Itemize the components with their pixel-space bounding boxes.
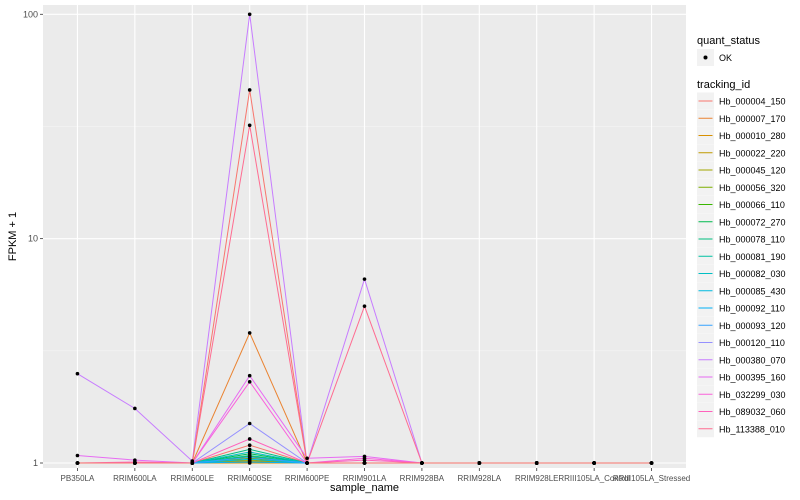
x-tick-label: RRIM600LE (170, 474, 214, 483)
x-tick-label: RRIM928LA (458, 474, 502, 483)
x-axis-label: sample_name (330, 482, 399, 494)
y-tick-label: 1 (33, 458, 38, 468)
x-tick-label: RRIM928BA (400, 474, 445, 483)
data-point (247, 421, 252, 426)
x-tick-label: PB350LA (61, 474, 95, 483)
legend-label: Hb_000380_070 (719, 355, 786, 365)
legend-label: Hb_000007_170 (719, 114, 786, 124)
legend-label: Hb_113388_010 (719, 424, 785, 434)
data-point (649, 461, 654, 465)
legend-label: Hb_000092_110 (719, 304, 785, 314)
legend-label: Hb_000395_160 (719, 373, 786, 383)
data-point (477, 461, 482, 465)
legend-label: Hb_000066_110 (719, 200, 785, 210)
data-point (247, 380, 252, 384)
legend-label: Hb_000085_430 (719, 286, 786, 296)
data-point (305, 461, 309, 465)
data-point (75, 453, 80, 458)
data-point (75, 371, 80, 376)
legend-label: Hb_000045_120 (719, 166, 786, 176)
y-axis-label: FPKM + 1 (7, 212, 19, 261)
legend-label: Hb_000078_110 (719, 235, 785, 245)
data-point (247, 373, 252, 378)
x-axis: PB350LA RRIM600LA RRIM600LE RRIM600SE RRIM60… (61, 468, 690, 483)
data-point (247, 88, 252, 92)
legend-label: Hb_089032_060 (719, 407, 786, 417)
legend-label: Hb_032299_030 (719, 390, 786, 400)
legend-label: OK (719, 53, 732, 63)
data-point (420, 461, 424, 465)
grid-lines (43, 5, 686, 468)
data-point (534, 461, 539, 465)
data-point (247, 443, 252, 448)
legend-quant-status-title: quant_status (697, 35, 760, 47)
data-point (247, 460, 252, 464)
legend-label: Hb_000004_150 (719, 97, 786, 107)
data-point (247, 123, 252, 128)
data-points (75, 12, 654, 465)
data-point (305, 456, 309, 461)
legend-quant-status: quant_status OK (697, 35, 760, 66)
legend-point-icon (703, 55, 708, 60)
x-tick-label: RRIII105LA_Stressed (613, 474, 690, 483)
y-tick-label: 100 (23, 9, 38, 19)
data-point (362, 461, 367, 465)
data-point (247, 12, 252, 17)
legend-label: Hb_000022_220 (719, 148, 786, 158)
data-point (133, 461, 137, 465)
legend-label: Hb_000056_320 (719, 183, 786, 193)
x-tick-label: RRIM901LA (343, 474, 387, 483)
legend-label: Hb_000082_030 (719, 269, 786, 279)
data-point (133, 406, 137, 411)
legend-label: Hb_000072_270 (719, 217, 786, 227)
data-point (362, 277, 367, 281)
x-tick-label: RRIM600SE (227, 474, 271, 483)
data-point (362, 304, 367, 308)
legend-label: Hb_000120_110 (719, 338, 785, 348)
data-point (247, 331, 252, 335)
y-tick-label: 10 (28, 234, 38, 244)
data-point (247, 455, 252, 460)
x-tick-label: RRIM600PE (285, 474, 329, 483)
data-point (75, 461, 80, 465)
x-tick-label: RRIM600LA (113, 474, 157, 483)
legend-label: Hb_000010_280 (719, 131, 786, 141)
legend-label: Hb_000093_120 (719, 321, 786, 331)
x-tick-label: RRIM928LE (515, 474, 559, 483)
legend-label: Hb_000081_190 (719, 252, 786, 262)
data-point (190, 461, 195, 465)
data-point (362, 458, 367, 462)
legend-tracking-id-title: tracking_id (697, 79, 750, 91)
data-point (592, 461, 596, 465)
data-point (247, 447, 252, 452)
data-point (247, 437, 252, 441)
y-axis: 1 10 100 (23, 9, 43, 468)
legend-tracking-id: tracking_id Hb_000004_150 Hb_000007_170 Hb… (697, 79, 786, 438)
x-tick-label: RRIII105LA_Control (558, 474, 630, 483)
data-point (247, 450, 252, 454)
